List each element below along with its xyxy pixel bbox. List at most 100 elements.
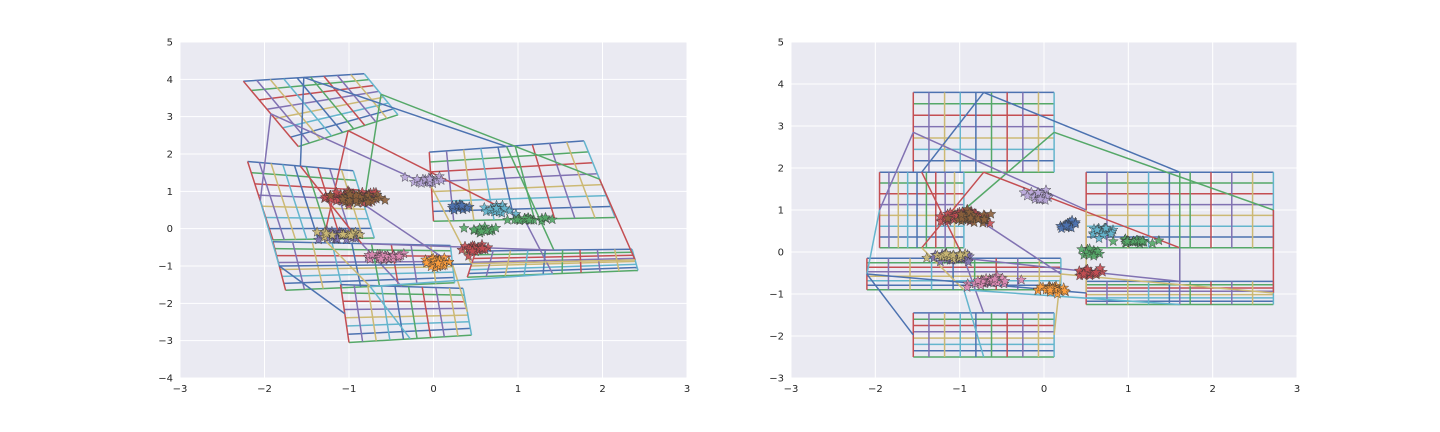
data-point [337,193,349,204]
data-point [311,226,323,237]
data-point [330,186,342,197]
mesh-line [282,164,308,240]
grid-mesh [866,91,1275,358]
data-point [1107,235,1119,247]
mesh-line [448,287,459,337]
mesh-line [514,145,536,220]
y-tick-label: −1 [158,262,173,273]
data-point [325,189,337,201]
data-point [511,214,523,225]
mesh-line [322,130,349,240]
mesh-line [474,251,633,256]
y-tick-label: −4 [158,374,173,385]
mesh-line [380,93,600,180]
x-tick-label: 1 [515,384,521,395]
data-point [1059,285,1071,296]
mesh-line [921,171,985,249]
mesh-line [566,141,596,219]
mesh-line [259,200,281,267]
data-point [972,213,984,224]
mesh-line [293,165,319,240]
data-point [964,206,976,218]
mesh-line [548,143,576,219]
y-tick-label: 0 [167,224,173,235]
mesh-line [344,307,467,311]
mesh-line [283,276,455,285]
mesh-line [472,257,635,264]
data-point [1076,243,1088,254]
data-point [985,208,997,219]
mesh-line [323,238,371,288]
mesh-line [866,209,881,275]
data-point [989,273,1001,284]
mesh-line [274,247,452,252]
x-tick-label: −2 [868,384,883,395]
y-tick-label: 3 [167,112,173,123]
mesh-line [347,327,471,336]
mesh-line [983,171,1181,249]
grid-mesh [242,72,639,344]
scatter-points [311,170,558,273]
y-tick-label: −3 [158,336,173,347]
y-tick-label: 5 [167,38,173,49]
mesh-line [462,149,475,221]
mesh-line [363,203,453,265]
x-tick-label: −2 [257,384,272,395]
data-point [1078,267,1090,279]
mesh-line [451,263,469,312]
x-tick-label: 0 [1041,384,1047,395]
mesh-line [251,78,370,92]
mesh-line [866,273,914,336]
mesh-line [323,75,366,126]
data-point [379,194,391,205]
mesh-line [431,172,598,183]
mesh-line [367,285,377,341]
mesh-line [430,162,593,173]
mesh-line [266,90,379,110]
data-point [1105,228,1117,239]
mesh-line [505,146,555,251]
x-tick-label: 1 [1125,384,1131,395]
x-tick-label: 3 [1294,384,1300,395]
mesh-line [281,271,454,278]
mesh-line [531,144,556,219]
data-point [320,227,332,239]
mesh-line [269,79,322,140]
data-point [1091,224,1103,235]
data-point [940,247,952,259]
mesh-line [262,205,366,210]
y-tick-label: −3 [769,374,784,385]
mesh-line [431,183,602,193]
data-point [463,250,475,261]
mesh-line [497,146,515,220]
mesh-line [274,96,384,120]
mesh-line [346,320,470,327]
mesh-line [251,171,357,182]
mesh-line [598,178,636,261]
mesh-line [394,286,405,340]
mesh-line [470,260,636,267]
x-tick-label: −3 [173,384,188,395]
data-point [1136,235,1148,246]
data-point [1073,265,1085,276]
data-point [942,212,954,224]
x-tick-label: −1 [342,384,357,395]
data-point [1032,186,1044,198]
mesh-line [309,76,355,130]
data-point [1041,190,1053,201]
mesh-line [254,183,360,191]
mesh-line [452,259,636,265]
y-tick-label: 3 [778,122,784,133]
mesh-line [256,79,310,144]
mesh-line [878,132,914,211]
data-point [1153,234,1165,246]
mesh-line [963,289,1180,306]
data-point [539,211,551,223]
mesh-line [921,247,965,291]
mesh-line [370,273,553,288]
gridlines [790,41,1298,379]
y-tick-label: 4 [167,75,173,86]
mesh-line [296,77,344,133]
mesh-line [983,91,1181,173]
